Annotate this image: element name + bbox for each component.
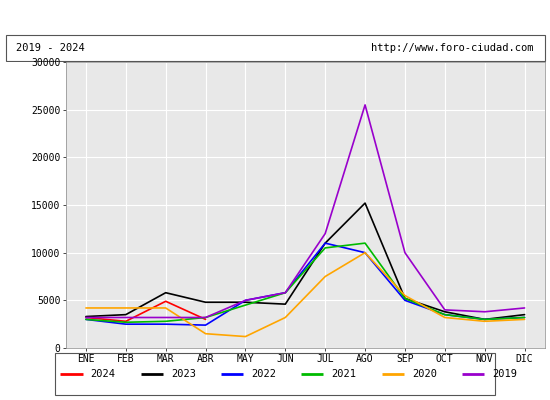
Text: 2019 - 2024: 2019 - 2024	[16, 43, 85, 53]
Text: 2020: 2020	[412, 369, 437, 379]
Text: 2021: 2021	[332, 369, 356, 379]
Text: Evolucion Nº Turistas Nacionales en el municipio de Cuevas del Almanzora: Evolucion Nº Turistas Nacionales en el m…	[19, 10, 531, 24]
Bar	[55, 353, 495, 395]
Text: http://www.foro-ciudad.com: http://www.foro-ciudad.com	[371, 43, 534, 53]
Text: 2022: 2022	[251, 369, 276, 379]
Text: 2023: 2023	[171, 369, 196, 379]
Text: 2024: 2024	[91, 369, 116, 379]
Text: 2019: 2019	[492, 369, 517, 379]
